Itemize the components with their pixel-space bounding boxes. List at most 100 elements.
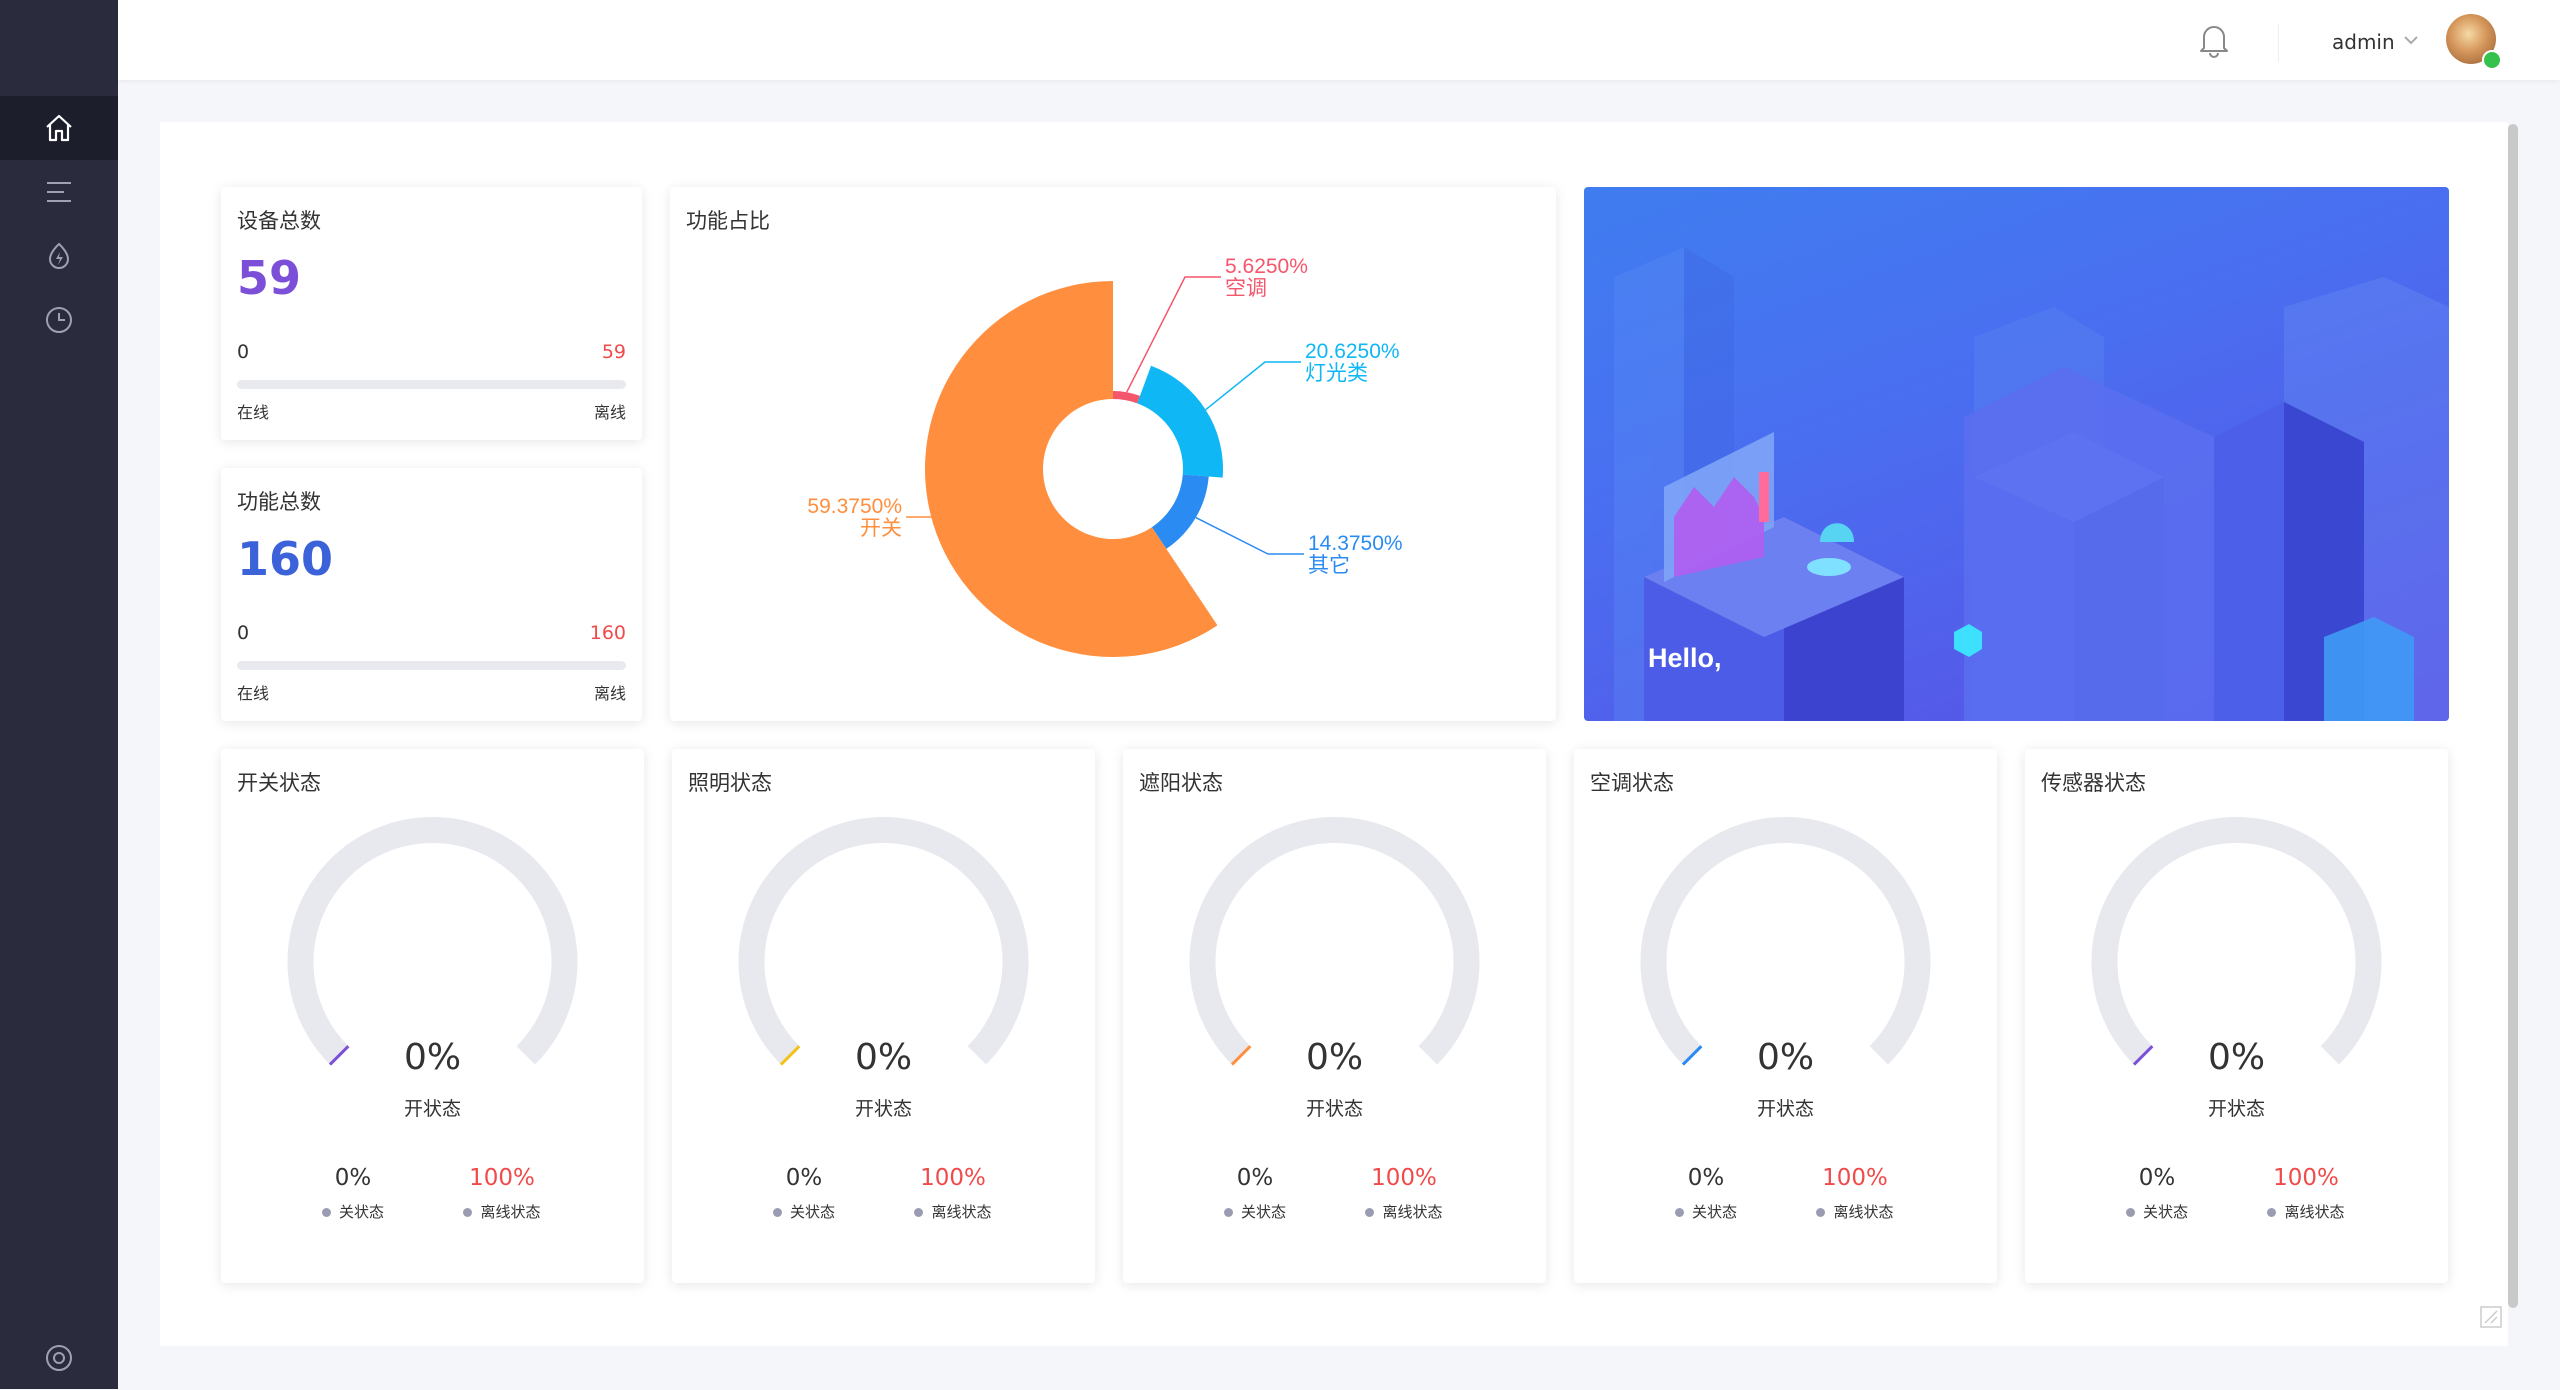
off-status-legend: 关状态 — [1626, 1201, 1786, 1222]
gauge-percent: 0% — [854, 1037, 913, 1078]
gauge-percent: 0% — [1305, 1037, 1364, 1078]
pie-slice-label: 开关 — [860, 516, 902, 540]
function-total-card: 功能总数 160 0 160 在线 离线 — [221, 468, 642, 721]
username-label[interactable]: admin — [2332, 30, 2395, 54]
leader-line — [1205, 361, 1301, 411]
gauge-sub-label: 开状态 — [1305, 1098, 1363, 1120]
legend-dot — [914, 1208, 924, 1217]
off-status-value: 0% — [2138, 1165, 2176, 1191]
card-title: 功能总数 — [237, 490, 321, 514]
leader-line — [1126, 276, 1221, 393]
pie-slice-percent: 20.6250% — [1305, 340, 1400, 363]
off-status-label: 关状态 — [1240, 1203, 1286, 1221]
header-divider — [2278, 24, 2279, 62]
welcome-banner: Hello, — [1584, 187, 2449, 721]
gauge-percent: 0% — [1756, 1037, 1815, 1078]
sidebar-item-energy[interactable] — [0, 224, 118, 288]
online-status-dot — [2482, 50, 2502, 70]
off-status-label: 关状态 — [1691, 1203, 1737, 1221]
pie-slice-label: 灯光类 — [1305, 361, 1368, 385]
off-status-legend: 关状态 — [1175, 1201, 1335, 1222]
legend-dot — [1365, 1208, 1375, 1217]
off-status-value: 0% — [785, 1165, 823, 1191]
pie-slice-空调[interactable] — [1113, 391, 1140, 404]
pie-slice-percent: 14.3750% — [1308, 532, 1403, 555]
offline-status-label: 离线状态 — [1382, 1203, 1443, 1221]
status-gauge — [1640, 817, 1931, 1066]
chevron-down-icon[interactable] — [2403, 34, 2419, 46]
switch-status-card: 开关状态 0% 开状态 0% 100% 关状态 离线状态 — [221, 749, 644, 1283]
device-total-card: 设备总数 59 0 59 在线 离线 — [221, 187, 642, 440]
card-title: 空调状态 — [1590, 771, 1674, 795]
status-gauge — [287, 817, 578, 1066]
offline-status-value: 100% — [1371, 1165, 1437, 1191]
sidebar — [0, 0, 118, 1389]
offline-label: 离线 — [593, 403, 626, 422]
max-value: 59 — [601, 341, 626, 363]
max-value: 160 — [589, 622, 626, 644]
offline-status-value: 100% — [1822, 1165, 1888, 1191]
sensor-status-card: 传感器状态 0% 开状态 0% 100% 关状态 离线状态 — [2025, 749, 2448, 1283]
progress-bar — [237, 661, 626, 670]
leader-line — [906, 516, 945, 525]
legend-dot — [1674, 1208, 1684, 1217]
pie-slice-label: 空调 — [1225, 276, 1267, 300]
gauge-sub-label: 开状态 — [403, 1098, 461, 1120]
off-status-value: 0% — [334, 1165, 372, 1191]
gauge-percent: 0% — [403, 1037, 462, 1078]
offline-status-label: 离线状态 — [931, 1203, 992, 1221]
device-total-value: 59 — [237, 251, 302, 305]
offline-status-label: 离线状态 — [480, 1203, 541, 1221]
pie-slice-其它[interactable] — [1151, 474, 1209, 549]
offline-status-label: 离线状态 — [2284, 1203, 2345, 1221]
online-label: 在线 — [237, 403, 270, 422]
offline-status-legend: 离线状态 — [422, 1201, 582, 1222]
progress-bar — [237, 380, 626, 389]
offline-status-value: 100% — [469, 1165, 535, 1191]
scrollbar[interactable] — [2508, 124, 2518, 1308]
gauge-track — [287, 817, 578, 1065]
pie-slice-percent: 5.6250% — [1225, 255, 1308, 278]
status-gauge — [2091, 817, 2382, 1066]
menu-icon — [47, 182, 71, 202]
off-status-label: 关状态 — [2142, 1203, 2188, 1221]
legend-dot — [463, 1208, 473, 1217]
offline-status-legend: 离线状态 — [2226, 1201, 2386, 1222]
sidebar-item-settings[interactable] — [0, 1326, 118, 1390]
pie-slice-开关[interactable] — [925, 281, 1218, 657]
home-icon — [46, 114, 72, 142]
shading-status-card: 遮阳状态 0% 开状态 0% 100% 关状态 离线状态 — [1123, 749, 1546, 1283]
banner-greeting: Hello, — [1648, 643, 1722, 673]
gauge-track — [1640, 817, 1931, 1065]
card-title: 开关状态 — [237, 771, 321, 795]
sidebar-item-history[interactable] — [0, 288, 118, 352]
off-status-legend: 关状态 — [724, 1201, 884, 1222]
bell-icon[interactable] — [2198, 22, 2230, 58]
sidebar-item-home[interactable] — [0, 96, 118, 160]
offline-status-value: 100% — [2273, 1165, 2339, 1191]
ac-status-card: 空调状态 0% 开状态 0% 100% 关状态 离线状态 — [1574, 749, 1997, 1283]
gauge-value-marker — [2132, 1045, 2154, 1066]
legend-dot — [1223, 1208, 1233, 1217]
gauge-track — [2091, 817, 2382, 1065]
card-title: 遮阳状态 — [1139, 771, 1223, 795]
card-title: 功能占比 — [686, 209, 770, 233]
legend-dot — [2267, 1208, 2277, 1217]
off-status-legend: 关状态 — [2077, 1201, 2237, 1222]
offline-label: 离线 — [593, 684, 626, 703]
function-total-value: 160 — [237, 532, 334, 586]
gauge-value-marker — [1681, 1045, 1703, 1066]
offline-status-legend: 离线状态 — [1775, 1201, 1935, 1222]
min-value: 0 — [237, 341, 250, 363]
offline-status-label: 离线状态 — [1833, 1203, 1894, 1221]
sidebar-item-menu[interactable] — [0, 160, 118, 224]
resize-icon[interactable] — [2480, 1306, 2502, 1328]
pie-slice-灯光类[interactable] — [1137, 365, 1223, 478]
gauge-value-marker — [1230, 1045, 1252, 1066]
off-status-legend: 关状态 — [273, 1201, 433, 1222]
gauge-value-marker — [779, 1045, 801, 1066]
card-title: 照明状态 — [688, 771, 772, 795]
function-ratio-card: 功能占比 5.6250% 空调 20.6250% 灯光类 14.3750% 其它 59.37… — [670, 187, 1556, 721]
gauge-track — [738, 817, 1029, 1065]
gauge-sub-label: 开状态 — [1756, 1098, 1814, 1120]
